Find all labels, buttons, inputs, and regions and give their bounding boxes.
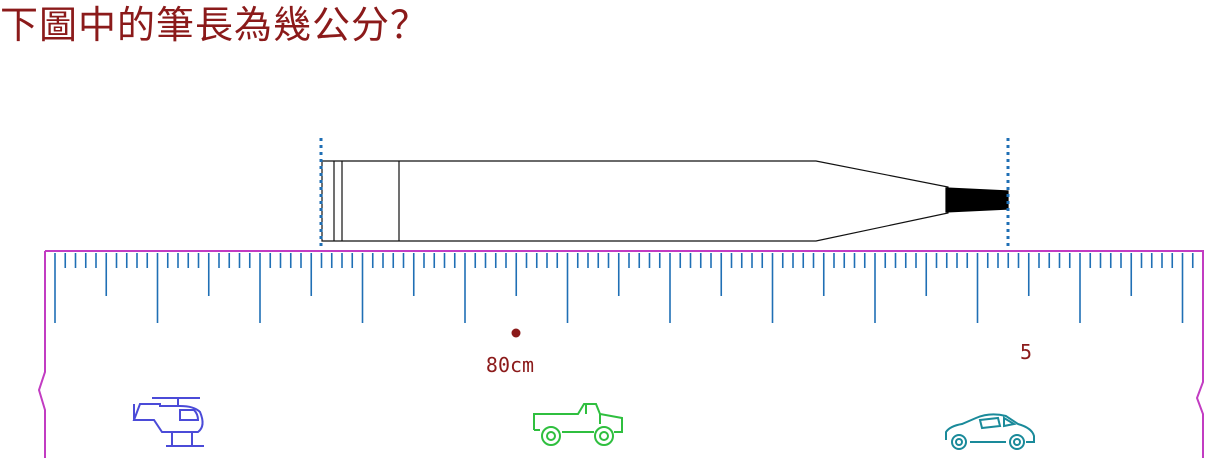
- ruler-ticks: [54, 253, 1194, 323]
- pencil-lead: [945, 187, 1009, 213]
- ruler-number-label: 5: [1020, 340, 1032, 364]
- question-title: 下圖中的筆長為幾公分？: [0, 3, 430, 47]
- reference-dot: [511, 328, 521, 338]
- ruler-body: [37, 250, 1204, 458]
- ruler-cm-label: 80cm: [486, 353, 534, 377]
- car-icon: [945, 413, 1035, 450]
- helicopter-icon: [132, 397, 204, 447]
- jeep-icon: [533, 403, 623, 446]
- pencil-body: [321, 160, 949, 242]
- pencil: [321, 160, 1009, 242]
